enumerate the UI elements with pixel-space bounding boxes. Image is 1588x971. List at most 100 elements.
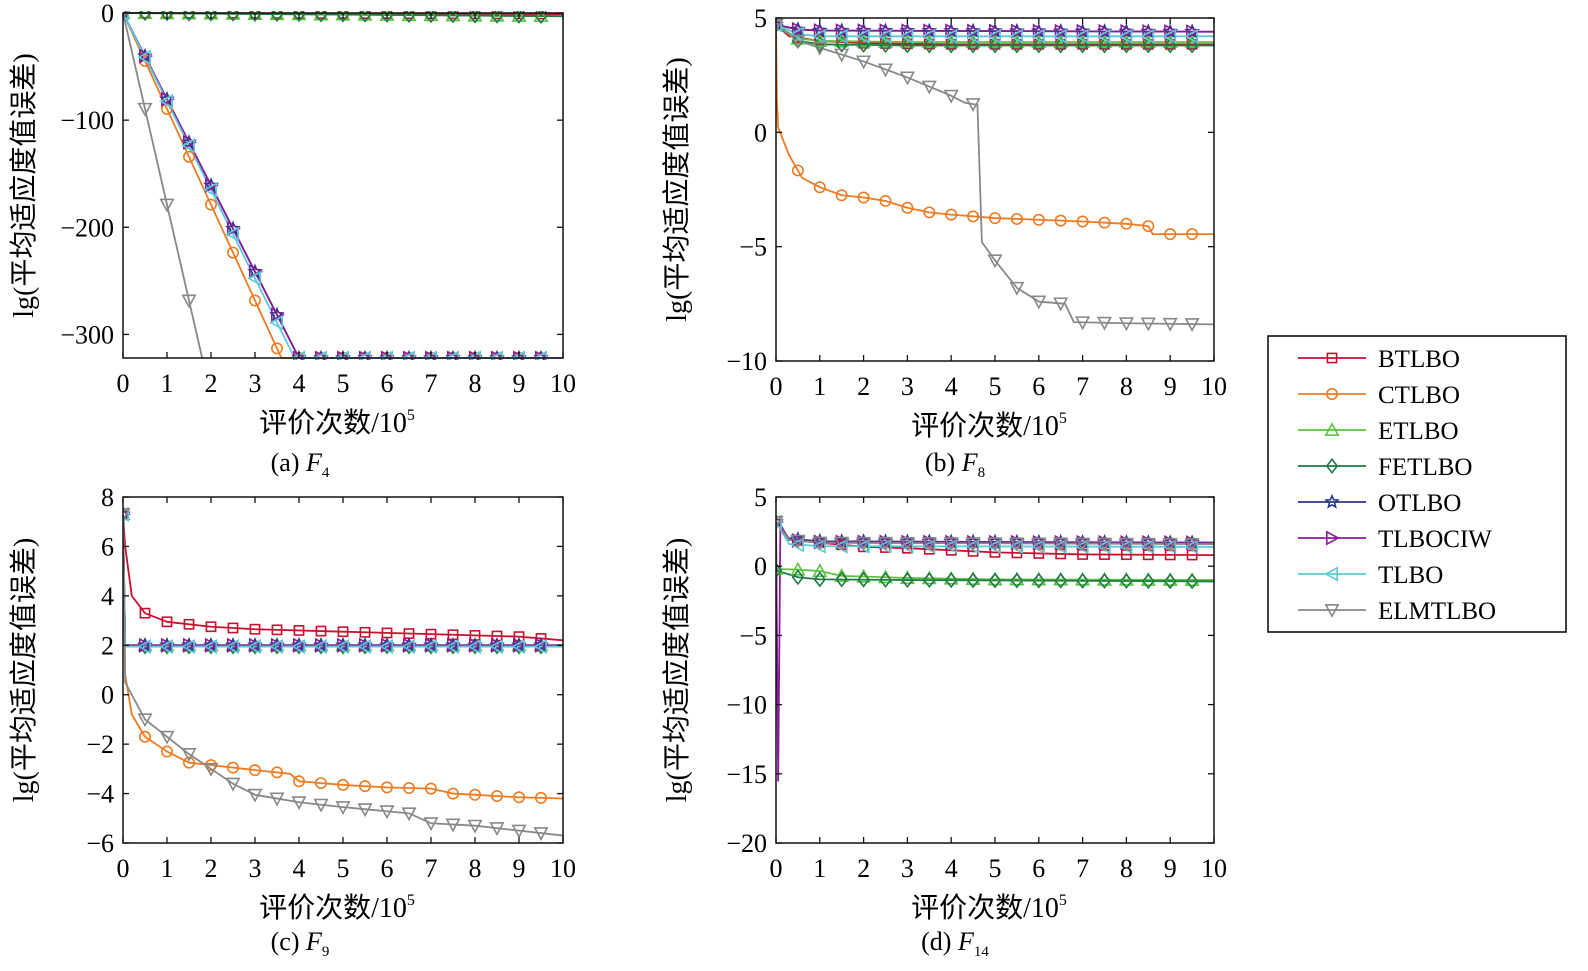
marker-fetlbo (1054, 572, 1067, 589)
marker-tlbo (247, 270, 262, 286)
marker-elmtlbo (1162, 317, 1178, 332)
x-tick-label: 10 (1201, 854, 1227, 883)
marker-fetlbo (1076, 37, 1089, 54)
marker-ctlbo (249, 764, 262, 777)
marker-ctlbo (270, 766, 283, 779)
marker-tlbo (225, 226, 239, 242)
marker-elmtlbo (181, 748, 197, 762)
marker-tlbociw (988, 23, 1003, 39)
marker-tlbociw (901, 534, 916, 550)
chart-panel-0: 0 1 2 3 4 5 6 7 8 9 100−100−200−300评价次数/105lg(平均适应… (8, 0, 576, 481)
marker-tlbo (269, 638, 284, 655)
series-line-tlbociw (123, 514, 563, 647)
marker-fetlbo (182, 11, 196, 22)
marker-elmtlbo (1009, 537, 1025, 552)
marker-elmtlbo (965, 98, 981, 113)
marker-tlbociw (857, 23, 872, 39)
marker-tlbociw (835, 534, 850, 550)
marker-tlbociw (945, 23, 960, 39)
marker-tlbociw (813, 534, 828, 550)
x-tick-label: 8 (1120, 854, 1133, 883)
marker-btlbo (293, 625, 305, 636)
marker-ctlbo (205, 198, 218, 211)
marker-elmtlbo (225, 777, 241, 792)
caption-function: F (305, 927, 323, 956)
x-axis-label-text: 评价次数/10 (911, 410, 1059, 442)
marker-tlbo (225, 638, 239, 655)
marker-ctlbo (1120, 217, 1133, 230)
legend-label: ELMTLBO (1378, 598, 1496, 625)
x-tick-label: 5 (989, 854, 1002, 883)
marker-etlbo (533, 11, 549, 23)
y-axis-label: lg(平均适应度值误差) (8, 53, 40, 317)
marker-elmtlbo (511, 824, 527, 839)
legend-box (1267, 335, 1567, 633)
marker-tlbociw (1164, 24, 1179, 40)
marker-ctlbo (249, 294, 262, 307)
x-axis-label-exponent: 5 (1059, 410, 1067, 427)
marker-tlbociw (161, 91, 175, 107)
marker-ctlbo (468, 788, 481, 801)
marker-tlbo (269, 315, 284, 331)
marker-btlbo (183, 618, 195, 630)
marker-fetlbo (966, 37, 980, 54)
marker-etlbo (467, 11, 483, 22)
marker-btlbo (249, 623, 261, 635)
marker-fetlbo (204, 11, 218, 22)
marker-elmtlbo (137, 713, 153, 728)
marker-elmtlbo (1031, 295, 1047, 310)
marker-tlbo (511, 638, 526, 655)
plot-area (776, 16, 1214, 333)
marker-tlbociw (205, 177, 219, 194)
marker-fetlbo (813, 571, 827, 588)
marker-ctlbo (534, 791, 547, 804)
y-tick-label: 5 (754, 4, 767, 33)
marker-tlbociw (1032, 23, 1047, 39)
y-tick-label: 6 (101, 532, 114, 561)
legend: BTLBO CTLBO ETLBO FETLBO OTLBO TLBOCIW TLBO ELM… (1267, 335, 1567, 633)
marker-ctlbo (490, 790, 503, 803)
marker-fetlbo (160, 11, 174, 22)
marker-tlbo (203, 182, 217, 198)
marker-tlbociw (1054, 534, 1069, 550)
marker-tlbo (335, 638, 350, 655)
marker-tlbociw (1142, 535, 1157, 551)
marker-etlbo (834, 568, 850, 582)
x-tick-label: 6 (1032, 854, 1045, 883)
y-tick-label: 5 (754, 483, 767, 512)
marker-elmtlbo (1140, 317, 1156, 332)
marker-elmtlbo (1118, 537, 1134, 552)
marker-fetlbo (988, 37, 1002, 54)
marker-ctlbo (183, 150, 196, 163)
marker-tlbo (379, 638, 394, 655)
marker-btlbo (271, 624, 283, 636)
marker-elmtlbo (1075, 537, 1091, 552)
marker-tlbo (533, 638, 548, 655)
marker-fetlbo (1010, 37, 1024, 54)
panel-caption: (c) F9 (271, 927, 330, 960)
marker-elmtlbo (834, 48, 850, 63)
marker-tlbociw (1054, 23, 1069, 39)
x-tick-label: 4 (293, 369, 306, 398)
marker-elmtlbo (247, 788, 263, 803)
marker-elmtlbo (357, 803, 373, 818)
marker-ctlbo (161, 102, 174, 115)
marker-tlbo (877, 28, 892, 44)
marker-etlbo (511, 11, 527, 22)
x-tick-label: 4 (945, 854, 958, 883)
marker-fetlbo (1098, 572, 1111, 589)
marker-ctlbo (967, 210, 980, 223)
legend-item-tlbo: TLBO (1298, 562, 1443, 589)
marker-tlbociw (1076, 23, 1091, 39)
caption-function: F (961, 448, 979, 477)
x-axis-label-exponent: 5 (407, 892, 415, 909)
marker-tlbociw (1032, 534, 1047, 550)
marker-btlbo (205, 621, 217, 633)
marker-tlbo (1009, 28, 1023, 44)
marker-tlbociw (183, 134, 197, 150)
marker-elmtlbo (123, 508, 131, 523)
marker-ctlbo (314, 777, 327, 790)
y-tick-label: −20 (726, 829, 767, 858)
marker-tlbo (137, 638, 151, 655)
marker-tlbo (1096, 28, 1111, 44)
